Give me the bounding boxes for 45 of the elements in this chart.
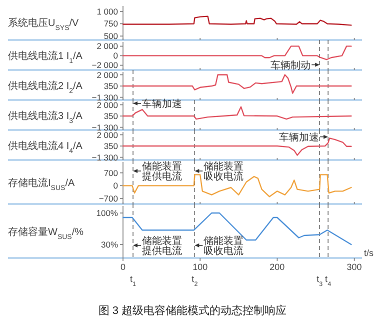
annotation: 储能装置吸收电流 (204, 234, 244, 257)
y-tick-label: 0 (113, 180, 118, 191)
y-tick-label: 2 000 (96, 41, 118, 52)
x-tick-label: 0 (120, 262, 126, 272)
y-axis-title: 供电线电流4 I$_{4}$/A (8, 140, 83, 154)
annotation: 储能装置吸收电流 (204, 160, 244, 182)
annotation: 车辆加速 (279, 131, 320, 144)
caption: 图 3 超级电容储能模式的动态控制响应 (98, 304, 287, 317)
annotation: 储能装置提供电流 (142, 234, 182, 257)
ref-line-label: t$_{2}$ (192, 274, 198, 288)
line-series (122, 16, 352, 26)
y-tick-label: 2 000 (96, 130, 118, 140)
y-tick-label: 2 000 (96, 70, 118, 80)
line-series (122, 212, 352, 246)
line-series (122, 46, 352, 60)
y-axis-title: 存储电流I$_{SUS}$/A (8, 177, 75, 192)
y-axis-title: 供电线电流3 I$_{3}$/A (8, 110, 83, 124)
y-axis-title: 存储容量W$_{SUS}$/% (8, 226, 84, 240)
y-tick-label: 350 (104, 111, 118, 122)
x-axis-title: t/s (364, 248, 374, 258)
y-tick-label: 350 (104, 81, 118, 92)
y-tick-label: 30% (100, 240, 118, 250)
x-tick-label: 300 (346, 262, 362, 272)
y-tick-label: 1 000 (96, 6, 118, 16)
y-axis-title: 供电线电流2 I$_{2}$/A (8, 80, 83, 94)
y-tick-label: 500 (104, 31, 118, 42)
ref-line-label: t$_{4}$ (325, 274, 332, 288)
y-tick-label: 700 (104, 168, 118, 178)
y-tick-label: 100% (96, 208, 118, 218)
y-tick-label: 0 (113, 50, 118, 61)
y-axis-title: 系统电压U$_{SYS}$/V (8, 17, 80, 32)
x-tick-label: 100 (192, 262, 208, 272)
x-tick-label: 200 (270, 262, 285, 272)
y-tick-label: 350 (104, 141, 118, 152)
annotation: 车辆制动 (270, 59, 311, 72)
y-tick-label: −2 000 (92, 60, 118, 70)
y-tick-label: −700 (98, 194, 118, 204)
y-axis-title: 供电线电流1 I$_{1}$/A (8, 50, 83, 64)
line-series (122, 74, 352, 94)
y-tick-label: 2 000 (96, 100, 118, 110)
ref-line-label: t$_{3}$ (316, 274, 324, 288)
annotation: 车辆加速 (142, 98, 182, 110)
ref-line-label: t$_{1}$ (130, 274, 137, 288)
annotation: 储能装置提供电流 (142, 160, 182, 182)
y-tick-label: 750 (104, 18, 118, 29)
